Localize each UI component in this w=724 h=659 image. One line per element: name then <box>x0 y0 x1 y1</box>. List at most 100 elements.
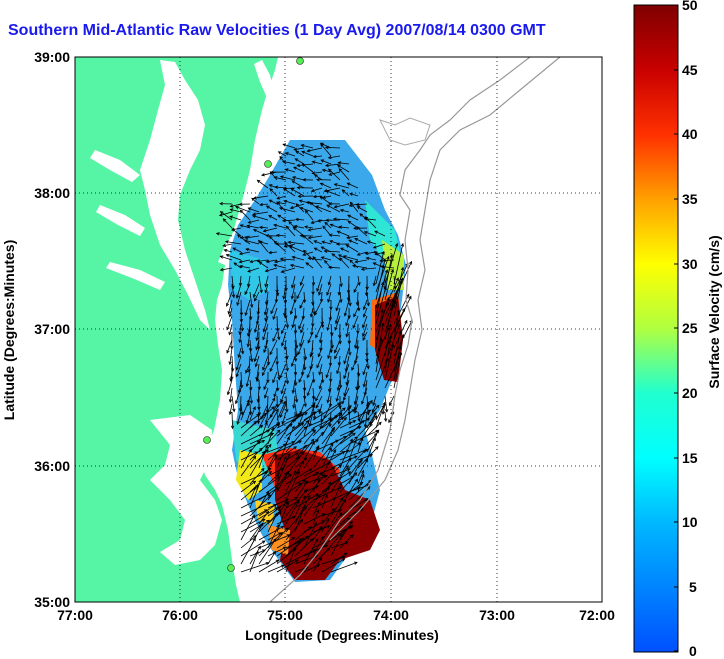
velocity-vector <box>267 551 276 565</box>
velocity-vector-head <box>238 202 243 206</box>
velocity-vector <box>339 498 369 517</box>
velocity-vector <box>259 226 269 229</box>
velocity-vector <box>236 291 242 306</box>
velocity-vector <box>312 299 315 315</box>
velocity-vector-head <box>343 375 347 380</box>
velocity-vector-head <box>281 330 285 335</box>
velocity-vector-head <box>301 163 306 167</box>
velocity-vector-head <box>404 319 408 324</box>
velocity-vector <box>321 371 324 383</box>
velocity-vector-head <box>318 339 323 344</box>
y-tick-label: 39:00 <box>34 49 70 65</box>
velocity-vector <box>339 476 354 485</box>
velocity-vector-head <box>337 402 342 406</box>
velocity-vector-head <box>244 235 249 240</box>
velocity-vector-head <box>239 209 244 214</box>
velocity-vector <box>240 315 243 331</box>
velocity-vector-head <box>252 480 257 485</box>
velocity-vector <box>246 411 251 424</box>
velocity-vector-head <box>284 315 288 319</box>
velocity-vector-head <box>334 349 338 354</box>
velocity-vector-head <box>239 224 244 228</box>
velocity-vector <box>259 261 269 269</box>
velocity-vector-head <box>288 220 292 225</box>
velocity-vector <box>291 355 296 367</box>
velocity-vector <box>238 347 242 358</box>
velocity-vector <box>220 211 233 221</box>
velocity-vector-head <box>339 257 343 262</box>
velocity-vector <box>240 449 252 469</box>
velocity-vector <box>276 559 299 573</box>
velocity-vector <box>240 562 269 573</box>
velocity-vector-head <box>284 152 289 156</box>
velocity-vector <box>294 387 298 403</box>
velocity-vector <box>337 164 350 173</box>
velocity-vector-head <box>263 311 268 316</box>
velocity-vector-head <box>224 240 229 244</box>
velocity-vector-head <box>331 253 336 257</box>
velocity-vector-head <box>273 263 277 268</box>
velocity-vector <box>304 226 314 229</box>
velocity-vector <box>348 411 351 425</box>
velocity-vector <box>335 299 341 311</box>
velocity-vector <box>299 403 305 415</box>
velocity-vector-head <box>265 562 270 566</box>
velocity-vector <box>316 355 323 368</box>
velocity-vector-head <box>267 493 271 497</box>
velocity-vector <box>285 468 312 485</box>
velocity-vector <box>285 470 297 493</box>
velocity-vector-head <box>292 226 297 231</box>
velocity-vector-head <box>336 387 341 392</box>
velocity-vector-head <box>285 527 289 531</box>
velocity-vector-head <box>300 451 305 455</box>
velocity-vector-head <box>312 411 317 415</box>
velocity-vector <box>329 234 341 237</box>
velocity-vector-head <box>294 497 298 501</box>
velocity-vector <box>299 299 305 309</box>
velocity-vector-head <box>327 168 332 173</box>
velocity-vector-head <box>240 350 245 355</box>
velocity-vector-head <box>274 185 279 189</box>
velocity-vector-head <box>255 337 259 342</box>
velocity-vector-head <box>306 148 311 153</box>
velocity-vector <box>384 269 394 301</box>
velocity-vector-head <box>337 161 342 165</box>
velocity-vector-head <box>276 196 281 200</box>
velocity-vector-head <box>356 486 361 490</box>
velocity-vector-head <box>328 447 332 451</box>
velocity-vector-head <box>315 397 319 402</box>
velocity-vector <box>267 441 295 453</box>
velocity-vector-head <box>225 302 230 307</box>
velocity-vector <box>249 486 257 501</box>
plot-area <box>74 56 603 603</box>
velocity-vector <box>315 395 323 408</box>
velocity-vector-head <box>380 265 385 269</box>
velocity-vector <box>239 323 242 335</box>
velocity-vector <box>250 259 260 263</box>
velocity-vector-head <box>299 343 303 348</box>
colorbar-label: Surface Velocity (cm/s) <box>706 235 722 388</box>
velocity-vector-head <box>236 234 241 238</box>
velocity-vector <box>258 476 281 493</box>
velocity-vector <box>276 379 279 391</box>
velocity-vector <box>249 449 269 469</box>
velocity-vector-head <box>279 414 283 419</box>
velocity-vector-head <box>333 183 338 187</box>
velocity-vector-head <box>272 379 276 384</box>
velocity-vector <box>321 241 332 245</box>
velocity-vector-head <box>263 394 268 399</box>
velocity-vector-head <box>260 416 264 420</box>
velocity-vector-head <box>237 354 241 359</box>
velocity-vector-head <box>269 188 274 192</box>
velocity-vector-head <box>332 217 337 221</box>
velocity-vector-head <box>299 207 304 211</box>
velocity-vector-head <box>222 218 227 222</box>
velocity-vector <box>352 315 359 329</box>
velocity-vector-head <box>303 444 307 449</box>
velocity-vector <box>298 315 305 329</box>
velocity-vector <box>315 387 323 401</box>
velocity-vector-head <box>293 224 298 229</box>
velocity-vector <box>237 234 251 245</box>
velocity-vector-head <box>294 559 299 563</box>
velocity-vector-head <box>347 220 352 224</box>
